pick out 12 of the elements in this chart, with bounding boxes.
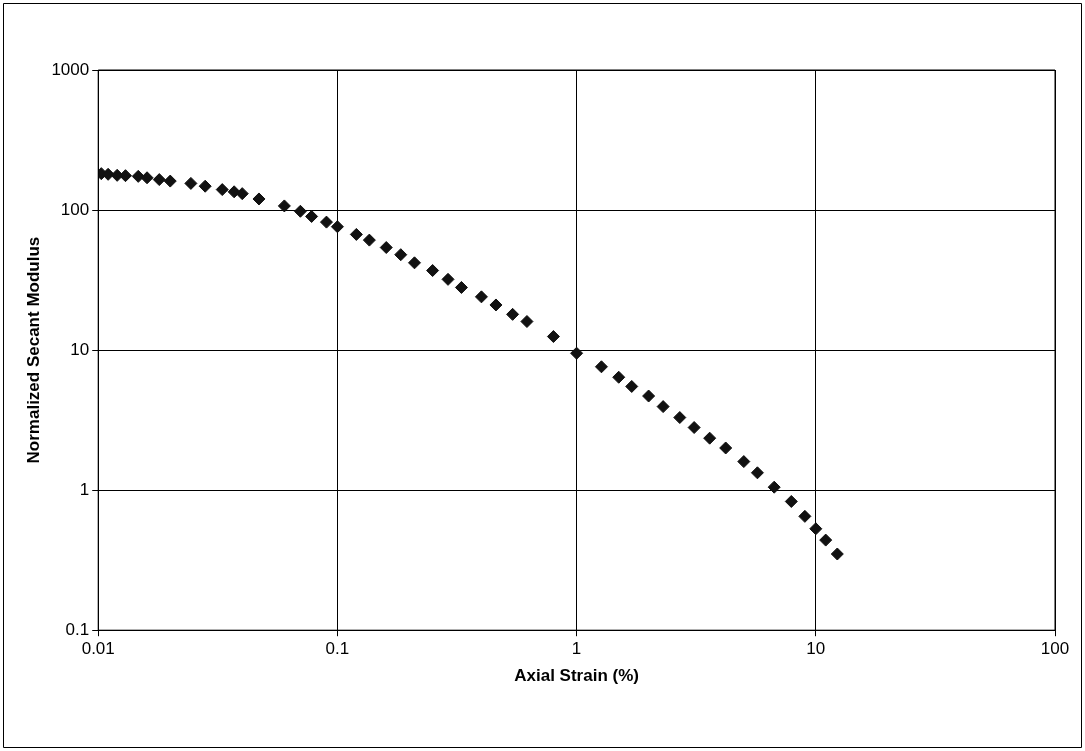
y-tick-label: 10 — [70, 339, 90, 359]
x-tick-label: 1 — [571, 639, 582, 659]
y-tick-label: 1000 — [51, 59, 90, 79]
y-tick-label: 100 — [60, 199, 90, 219]
y-axis-title: Normalized Secant Modulus — [23, 236, 43, 464]
x-tick-label: 10 — [806, 639, 826, 659]
y-tick-label: 1 — [79, 479, 90, 499]
x-tick-label: 100 — [1040, 639, 1070, 659]
y-tick-label: 0.1 — [65, 619, 90, 639]
x-tick-label: 0.01 — [81, 639, 115, 659]
x-tick-label: 0.1 — [325, 639, 350, 659]
x-axis-title: Axial Strain (%) — [514, 666, 639, 686]
